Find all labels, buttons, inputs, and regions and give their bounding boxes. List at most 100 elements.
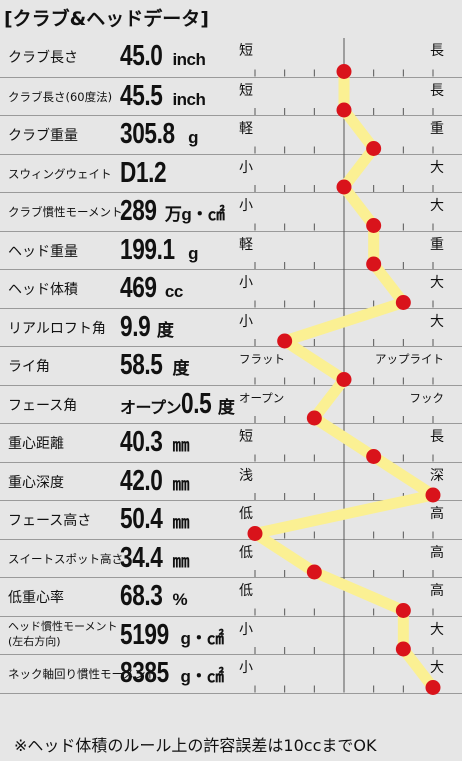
scale-left-label: 短	[239, 43, 253, 59]
row-value: 8385 g・㎠	[120, 657, 224, 690]
scale-left-label: 小	[239, 621, 253, 638]
value-number: 9.9	[120, 310, 151, 343]
row-value: 50.4 ㎜	[120, 503, 189, 536]
scale-right-label: 深	[430, 467, 444, 484]
value-number: 34.4	[120, 541, 163, 574]
value-unit: g	[188, 243, 198, 263]
data-point	[277, 333, 293, 349]
data-point	[336, 179, 352, 195]
row-value: 68.3%	[120, 580, 188, 613]
row-value: 45.5 inch	[120, 80, 206, 113]
row-label: フェース角	[8, 397, 78, 414]
value-number: D1.2	[120, 156, 167, 189]
row-label: 重心距離	[8, 436, 64, 452]
data-point	[306, 564, 322, 580]
scale-right-label: 長	[430, 429, 444, 445]
value-unit: 度	[217, 397, 235, 417]
scale-left-label: 低	[239, 506, 253, 522]
row-label: 重心深度	[8, 474, 64, 491]
row-value: 305.8 g	[120, 118, 198, 151]
value-unit: 度	[156, 320, 174, 340]
data-row: スイートスポット高さ 34.4 ㎜ 低 高	[0, 538, 462, 578]
data-row: 重心距離 40.3 ㎜ 短 長	[0, 423, 462, 462]
row-value: 34.4 ㎜	[120, 542, 189, 575]
value-number: 68.3	[120, 580, 163, 612]
row-value: 289 万g・㎠	[120, 195, 225, 228]
data-point	[336, 372, 352, 387]
value-number: 58.5	[120, 349, 163, 381]
row-label: スウィングウェイト	[8, 166, 112, 181]
scale-right-label: 高	[430, 544, 444, 561]
row-value: 9.9 度	[120, 310, 174, 344]
value-number: 289	[120, 195, 157, 227]
data-point	[425, 680, 441, 695]
value-unit: ㎜	[172, 474, 189, 494]
row-value: オープン0.5 度	[120, 388, 235, 421]
value-number: 199.1	[120, 233, 175, 266]
scale-left-label: 小	[239, 198, 253, 214]
row-label: フェース高さ	[8, 513, 92, 529]
row-value: 5199 g・㎠	[120, 619, 224, 652]
row-value: D1.2	[120, 157, 179, 190]
scale-right-label: 重	[430, 236, 444, 253]
value-unit: inch	[172, 89, 206, 109]
row-value: 40.3 ㎜	[120, 426, 189, 459]
data-row: ヘッド重量 199.1 g 軽 重	[0, 230, 462, 270]
data-point	[395, 603, 411, 618]
data-row: リアルロフト角 9.9 度 小 大	[0, 307, 462, 347]
value-number: 42.0	[120, 464, 163, 497]
value-prefix: オープン	[120, 399, 182, 417]
scale-left-label: 小	[239, 275, 253, 291]
row-label: クラブ重量	[8, 128, 78, 144]
value-number: 40.3	[120, 426, 163, 458]
row-label: クラブ慣性モーメント	[8, 205, 123, 219]
row-label: 低重心率	[8, 590, 64, 606]
scale-left-label: 小	[239, 313, 253, 330]
row-value: 45.0 inch	[120, 40, 206, 73]
row-value: 58.5 度	[120, 349, 189, 382]
data-point	[395, 295, 411, 310]
value-unit: g・㎠	[180, 667, 224, 686]
data-point	[336, 102, 352, 118]
scale-left-label: 浅	[239, 467, 253, 484]
value-unit: ㎜	[172, 513, 189, 532]
value-unit: ㎜	[172, 436, 189, 455]
row-label: ネック軸回り慣性モーメント	[8, 667, 158, 681]
data-point	[336, 64, 352, 79]
value-number: 45.0	[120, 40, 163, 72]
chart-title: [クラブ&ヘッドデータ]	[4, 8, 209, 30]
data-row: ヘッド体積 469 cc 小 大	[0, 269, 462, 308]
scale-right-label: 重	[430, 121, 444, 137]
scale-left-label: 低	[239, 583, 253, 599]
scale-left-label: 小	[239, 660, 253, 676]
value-number: 8385	[120, 657, 169, 689]
scale-left-label: オープン	[239, 390, 285, 405]
data-row: フェース高さ 50.4 ㎜ 低 高	[0, 500, 462, 539]
row-label: ヘッド重量	[8, 243, 78, 260]
row-label: クラブ長さ	[8, 50, 78, 66]
row-label: スイートスポット高さ	[8, 551, 123, 566]
value-unit: ㎜	[172, 551, 189, 571]
scale-left-label: 短	[239, 429, 253, 445]
value-number: 469	[120, 272, 157, 304]
value-number: 305.8	[120, 118, 175, 150]
bottom-rule	[0, 692, 462, 694]
data-row: ライ角 58.5 度 フラット アップライト	[0, 346, 462, 385]
row-label: ヘッド体積	[8, 282, 78, 298]
scale-right-label: 大	[430, 313, 444, 330]
scale-right-label: フック	[409, 390, 445, 405]
data-point	[306, 410, 322, 426]
scale-right-label: 高	[430, 583, 444, 599]
value-unit: g	[188, 128, 198, 147]
row-value: 469 cc	[120, 272, 183, 305]
data-row: クラブ長さ(60度法) 45.5 inch 短 長	[0, 76, 462, 116]
data-point	[366, 141, 382, 156]
data-point	[366, 449, 382, 464]
scale-right-label: 大	[430, 198, 444, 214]
value-unit: inch	[172, 50, 206, 69]
scale-left-label: フラット	[239, 352, 285, 366]
